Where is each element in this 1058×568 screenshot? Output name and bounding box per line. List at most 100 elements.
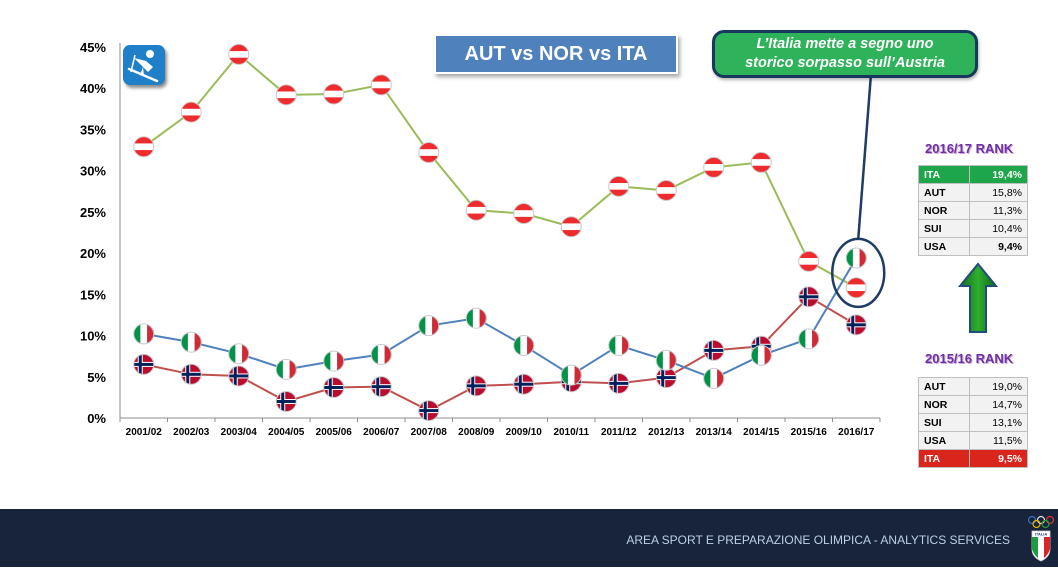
rank-value: 9,5% <box>969 449 1028 468</box>
data-point-ita <box>798 328 820 349</box>
data-point-ring <box>323 350 345 372</box>
y-tick-label: 40% <box>80 81 106 96</box>
data-point-ita <box>561 365 582 386</box>
y-tick-label: 15% <box>80 287 106 302</box>
table-row: USA 11,5% <box>918 431 1028 450</box>
callout-line-1: L’Italia mette a segno uno <box>756 36 934 52</box>
rank-value: 19,0% <box>969 377 1028 396</box>
series-line-ita <box>143 257 858 380</box>
y-tick-label: 45% <box>80 40 106 55</box>
data-point-nor <box>371 376 392 397</box>
data-point-nor <box>608 373 629 394</box>
data-point-ring <box>608 175 630 197</box>
rank-country: SUI <box>918 413 970 432</box>
table-row: ITA 9,5% <box>918 449 1028 468</box>
series-line-aut <box>143 52 857 289</box>
x-tick-label: 2009/10 <box>506 427 543 438</box>
data-point-ita <box>513 335 535 356</box>
data-point-nor <box>323 377 344 398</box>
data-point-ring <box>228 43 250 65</box>
y-tick-label: 35% <box>80 122 106 137</box>
line-chart: 0% 5% 10% 15% 20% 25% 30% 35% 40% 45% 2001/02 2002/… <box>80 40 886 438</box>
data-point-ring <box>703 156 725 178</box>
data-point-aut <box>751 152 772 173</box>
rank-country: ITA <box>918 165 970 184</box>
data-point-aut <box>513 203 534 224</box>
rank-value: 9,4% <box>969 237 1028 256</box>
data-point-nor <box>418 400 439 421</box>
rank-2015-16-table: AUT 19,0% NOR 14,7% SUI 13,1% USA 11,5% ITA 9… <box>918 377 1028 468</box>
data-point-ring <box>798 328 820 350</box>
rank-country: ITA <box>918 449 970 468</box>
data-point-ring <box>655 179 677 201</box>
table-row: NOR 14,7% <box>918 395 1028 414</box>
x-tick-label: 2007/08 <box>411 427 448 438</box>
x-tick-label: 2011/12 <box>601 427 637 438</box>
rank-country: USA <box>918 237 970 256</box>
data-point-aut <box>181 102 202 123</box>
y-tick-label: 30% <box>80 164 106 179</box>
data-point-ita <box>323 351 345 372</box>
rank-country: SUI <box>918 219 970 238</box>
table-row: ITA 19,4% <box>918 165 1028 184</box>
data-point-ita <box>751 345 772 366</box>
data-point-aut <box>276 84 297 105</box>
x-tick-label: 2015/16 <box>791 427 828 438</box>
rank-value: 10,4% <box>969 219 1028 238</box>
data-point-ring <box>228 343 250 365</box>
data-point-ita <box>466 308 487 329</box>
chart-title: AUT vs NOR vs ITA <box>434 34 678 74</box>
x-tick-label: 2004/05 <box>268 427 305 438</box>
data-point-ita <box>181 332 202 353</box>
data-point-ring <box>133 353 155 375</box>
callout-annotation: L’Italia mette a segno uno storico sorpas… <box>712 30 978 78</box>
table-row: SUI 13,1% <box>918 413 1028 432</box>
x-tick-label: 2008/09 <box>458 427 495 438</box>
data-point-nor <box>466 375 487 396</box>
footer-bar: AREA SPORT E PREPARAZIONE OLIMPICA - ANA… <box>0 509 1058 567</box>
rank-country: AUT <box>918 183 970 202</box>
data-point-nor <box>513 374 534 395</box>
data-point-nor <box>181 364 202 385</box>
data-point-nor <box>703 340 724 361</box>
rank-value: 14,7% <box>969 395 1028 414</box>
rank-country: USA <box>918 431 970 450</box>
table-row: AUT 19,0% <box>918 377 1028 396</box>
rank-value: 13,1% <box>969 413 1028 432</box>
data-point-ita <box>371 344 392 365</box>
data-point-nor <box>656 367 677 388</box>
series-line-nor <box>143 295 857 412</box>
data-point-ring <box>513 334 535 356</box>
data-point-nor <box>228 365 249 386</box>
rank-2016-17-table: ITA 19,4% AUT 15,8% NOR 11,3% SUI 10,4% USA 9… <box>918 165 1028 256</box>
data-point-ring <box>608 334 630 356</box>
x-tick-label: 2016/17 <box>838 427 875 438</box>
data-point-ita <box>418 315 440 336</box>
data-point-ring <box>750 344 772 366</box>
data-point-aut <box>371 74 392 95</box>
data-point-ring <box>370 344 392 366</box>
rank-country: NOR <box>918 201 970 220</box>
x-tick-label: 2002/03 <box>173 427 210 438</box>
x-tick-label: 2012/13 <box>648 427 685 438</box>
y-tick-label: 5% <box>87 370 106 385</box>
footer-text: AREA SPORT E PREPARAZIONE OLIMPICA - ANA… <box>626 533 1010 547</box>
data-point-ring <box>655 349 677 371</box>
rank-value: 11,5% <box>969 431 1028 450</box>
data-point-ring <box>465 307 487 329</box>
y-tick-label: 0% <box>87 411 106 426</box>
data-point-ring <box>323 376 345 398</box>
data-point-ita <box>703 368 725 389</box>
alpine-skiing-icon <box>123 45 165 85</box>
table-row: NOR 11,3% <box>918 201 1028 220</box>
coni-logo-text: ITALIA <box>1035 532 1048 537</box>
data-point-aut <box>846 277 867 298</box>
data-point-nor <box>276 391 297 412</box>
data-point-nor <box>133 354 154 375</box>
rank-value: 11,3% <box>969 201 1028 220</box>
rank-2016-17-title: 2016/17 RANK <box>925 141 1014 156</box>
data-point-aut <box>703 157 724 178</box>
data-point-ring <box>275 391 297 413</box>
x-tick-label: 2003/04 <box>221 427 258 438</box>
data-point-ring <box>845 247 867 269</box>
